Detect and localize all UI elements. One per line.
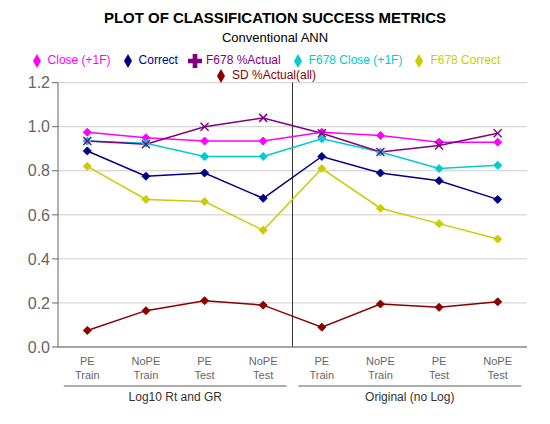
svg-text:NoPE: NoPE	[483, 355, 512, 367]
svg-text:1.0: 1.0	[28, 118, 50, 135]
svg-text:Test: Test	[488, 369, 508, 381]
svg-text:Log10 Rt and GR: Log10 Rt and GR	[129, 390, 223, 404]
svg-text:PE: PE	[80, 355, 95, 367]
svg-text:PE: PE	[197, 355, 212, 367]
html-text:F678 %Actual: F678 %Actual	[206, 53, 281, 67]
html-text:Correct: Correct	[138, 53, 178, 67]
svg-text:0.4: 0.4	[28, 251, 50, 268]
svg-text:0.6: 0.6	[28, 207, 50, 224]
svg-text:Train: Train	[368, 369, 393, 381]
svg-text:PE: PE	[432, 355, 447, 367]
html-text:SD %Actual(all): SD %Actual(all)	[232, 67, 316, 82]
svg-text:Test: Test	[194, 369, 214, 381]
html-text:F678 Correct: F678 Correct	[430, 53, 501, 67]
svg-text:Train: Train	[75, 369, 100, 381]
svg-text:0.2: 0.2	[28, 295, 50, 312]
svg-text:Test: Test	[253, 369, 273, 381]
svg-text:NoPE: NoPE	[366, 355, 395, 367]
html-text:Close (+1F): Close (+1F)	[47, 53, 111, 67]
html-text:F678 Close (+1F): F678 Close (+1F)	[308, 53, 403, 67]
svg-text:Train: Train	[134, 369, 159, 381]
html-text:PLOT OF CLASSIFICATION SUCCESS: PLOT OF CLASSIFICATION SUCCESS METRICS	[103, 9, 447, 26]
svg-text:NoPE: NoPE	[132, 355, 161, 367]
svg-text:0.8: 0.8	[28, 162, 50, 179]
svg-text:NoPE: NoPE	[249, 355, 278, 367]
svg-text:Original (no Log): Original (no Log)	[365, 390, 454, 404]
svg-text:0.0: 0.0	[28, 339, 50, 356]
html-text:Conventional ANN: Conventional ANN	[221, 30, 329, 45]
svg-text:Test: Test	[429, 369, 449, 381]
svg-text:Train: Train	[309, 369, 334, 381]
svg-text:PE: PE	[314, 355, 329, 367]
svg-text:1.2: 1.2	[28, 74, 50, 91]
